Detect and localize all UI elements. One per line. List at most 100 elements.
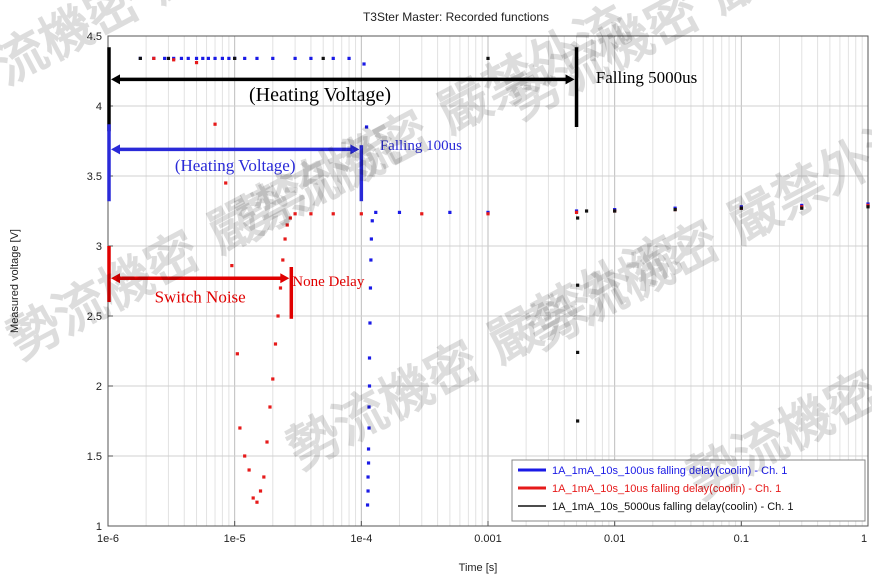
data-point [368, 286, 373, 290]
arrow-head [565, 74, 575, 85]
data-point [367, 356, 372, 360]
data-point [309, 56, 313, 60]
data-point [220, 56, 224, 60]
data-point [576, 419, 580, 423]
data-point [673, 208, 677, 212]
data-point [271, 377, 275, 381]
data-point [397, 210, 402, 214]
data-point [201, 56, 205, 60]
data-point [364, 125, 369, 129]
legend-label: 1A_1mA_10s_100us falling delay(coolin) -… [552, 465, 787, 477]
data-point [268, 405, 272, 409]
data-point [233, 56, 237, 60]
data-point [359, 212, 363, 216]
series-2 [152, 56, 870, 504]
data-point [369, 258, 373, 262]
data-point [366, 447, 371, 451]
data-point [293, 56, 297, 60]
data-point [486, 56, 490, 60]
data-point [367, 384, 372, 388]
data-point [213, 122, 217, 126]
annotation-label: None Delay [292, 274, 365, 290]
data-point [255, 56, 259, 60]
y-tick-label: 3.5 [87, 171, 102, 183]
data-point [166, 56, 171, 60]
data-point [230, 264, 234, 268]
y-tick-label: 3 [96, 241, 102, 253]
data-point [374, 210, 378, 214]
data-point [238, 426, 242, 430]
annotation-span-label: Switch Noise [155, 287, 246, 306]
y-tick-label: 2 [96, 381, 102, 393]
arrow-head [280, 273, 290, 284]
data-point [448, 210, 452, 214]
data-point [213, 56, 217, 60]
arrow-head [111, 144, 120, 155]
series-3 [138, 56, 870, 423]
data-point [227, 56, 231, 60]
data-point [194, 56, 199, 60]
data-point [576, 216, 580, 220]
data-point [163, 56, 167, 60]
data-point [800, 206, 804, 210]
data-point [194, 61, 199, 65]
data-point [271, 56, 275, 60]
arrow-head [111, 273, 120, 284]
data-point [366, 461, 371, 465]
data-point [186, 56, 190, 60]
data-point [152, 56, 156, 60]
arrow-head [350, 144, 360, 155]
annotations: (Heating Voltage) (Heating Voltage) Switch… [107, 47, 698, 319]
data-point [285, 223, 289, 227]
data-point [283, 237, 287, 241]
data-point [273, 342, 278, 346]
data-point [331, 56, 335, 60]
data-point [262, 475, 266, 479]
data-point [368, 321, 372, 325]
y-tick-label: 4 [96, 101, 102, 113]
data-point [243, 454, 247, 458]
data-point [243, 56, 247, 60]
data-point [281, 258, 285, 262]
data-point [574, 210, 579, 214]
annotation-span-label: (Heating Voltage) [175, 156, 296, 175]
data-point [365, 503, 370, 507]
data-point [366, 489, 370, 493]
legend-label: 1A_1mA_10s_10us falling delay(coolin) - … [552, 483, 781, 495]
data-point [366, 475, 370, 479]
x-tick-label: 1 [861, 533, 867, 545]
data-point [584, 209, 589, 213]
data-point [367, 426, 371, 430]
legend: 1A_1mA_10s_100us falling delay(coolin) -… [511, 459, 866, 522]
data-point [362, 62, 366, 66]
y-tick-label: 1 [96, 521, 102, 533]
x-tick-label: 1e-6 [97, 533, 119, 545]
data-point [288, 216, 292, 220]
data-point [370, 219, 374, 223]
data-point [138, 56, 142, 60]
data-point [347, 56, 351, 60]
data-point [293, 212, 297, 216]
data-series [138, 56, 870, 507]
chart-title: T3Ster Master: Recorded functions [363, 10, 549, 24]
x-tick-label: 0.001 [474, 533, 502, 545]
data-point [224, 181, 228, 185]
annotation-label: Falling 5000us [596, 68, 698, 87]
annotation-span-2: (Heating Voltage) [107, 124, 364, 202]
data-point [321, 56, 325, 60]
y-tick-label: 2.5 [87, 311, 102, 323]
y-tick-labels: 1 1.5 2 2.5 3 3.5 4 4.5 [87, 31, 113, 533]
data-point [486, 212, 490, 216]
data-point [278, 286, 283, 290]
x-tick-labels: 1e-6 1e-5 1e-4 0.001 0.01 0.1 1 [97, 521, 869, 545]
data-point [206, 56, 210, 60]
data-point [613, 209, 617, 213]
x-tick-label: 1e-4 [350, 533, 372, 545]
grid [107, 35, 868, 527]
data-point [172, 58, 176, 62]
y-axis-title: Measured voltage [V] [9, 229, 21, 333]
arrow-head [111, 74, 120, 85]
x-tick-label: 0.01 [604, 533, 625, 545]
x-tick-label: 0.1 [734, 533, 749, 545]
